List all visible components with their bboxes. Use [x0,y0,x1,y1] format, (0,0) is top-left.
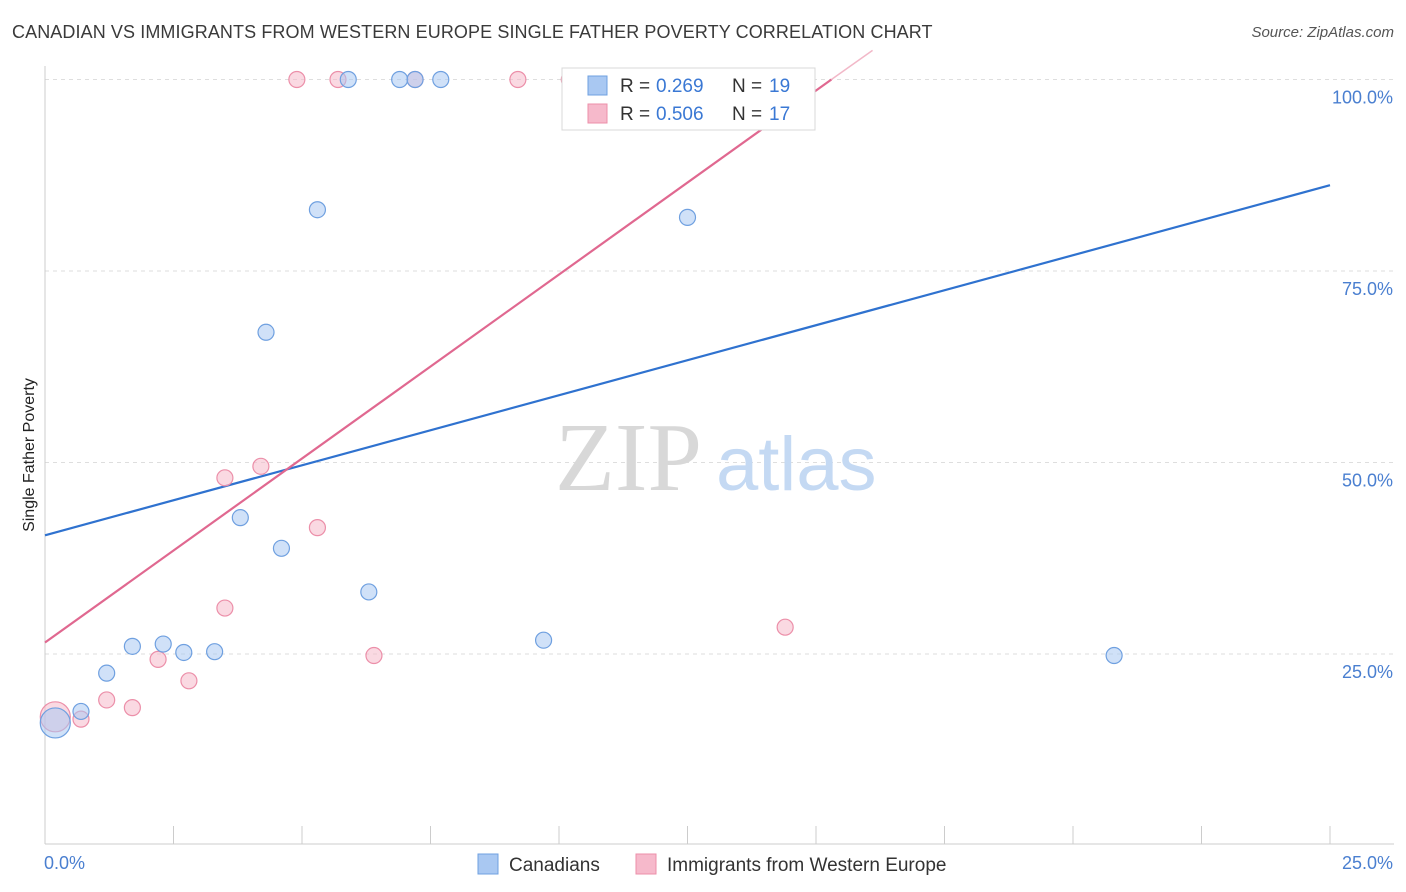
legend-n-value-2: 17 [769,104,790,125]
point-canadians-12 [360,583,378,601]
point-canadians-0 [39,707,71,739]
trend-line-immigrants-extension [830,49,873,81]
y-tick-label-2: 75.0% [1342,279,1393,299]
point-immigrants-5 [180,672,198,690]
bottom-legend-label-canadians: Canadians [509,855,600,876]
point-canadians-6 [206,643,224,661]
x-tick-labels: 0.0% 25.0% [44,853,1393,873]
y-tick-label-3: 100.0% [1332,88,1393,108]
legend-r-value-1: 0.269 [656,76,704,97]
source-label: Source: ZipAtlas.com [1251,24,1394,41]
x-tick-label-1: 25.0% [1342,853,1393,873]
legend-r-label-1: R = [620,76,650,97]
point-canadians-18 [1105,646,1123,665]
point-canadians-16 [534,631,553,649]
legend-r-value-2: 0.506 [656,104,704,125]
point-canadians-15 [432,70,450,89]
bottom-legend-swatch-canadians [477,853,499,875]
legend-n-value-1: 19 [769,76,790,97]
point-immigrants-2 [98,691,116,709]
watermark-zip: ZIP [555,404,702,512]
point-immigrants-9 [288,70,306,89]
legend-r-label-2: R = [620,104,650,125]
point-immigrants-4 [149,650,167,668]
trend-line-immigrants [44,78,833,644]
watermark-atlas: atlas [716,422,877,507]
series-legend: Canadians Immigrants from Western Europe [477,853,946,876]
bottom-legend-label-immigrants: Immigrants from Western Europe [667,855,946,876]
trend-lines [44,49,1331,644]
point-immigrants-8 [252,457,270,475]
point-canadians-3 [123,637,141,655]
point-canadians-14 [406,70,424,89]
correlation-legend: R = 0.269 N = 19 R = 0.506 N = 17 [561,67,816,131]
x-tick-label-0: 0.0% [44,853,85,873]
point-immigrants-10 [308,519,327,537]
point-immigrants-6 [216,599,234,617]
point-canadians-13 [391,70,409,89]
point-canadians-17 [678,208,697,226]
point-canadians-10 [308,201,327,219]
point-canadians-5 [175,643,193,662]
y-tick-label-0: 25.0% [1342,662,1393,682]
y-tick-labels: 25.0% 50.0% 75.0% 100.0% [1332,88,1393,683]
chart-title: CANADIAN VS IMMIGRANTS FROM WESTERN EURO… [12,22,933,42]
y-tick-label-1: 50.0% [1342,471,1393,491]
point-immigrants-3 [123,699,141,717]
legend-n-label-1: N = [732,76,762,97]
point-canadians-9 [272,539,291,557]
point-canadians-8 [257,323,275,341]
legend-swatch-immigrants [587,103,608,124]
trend-line-canadians [44,184,1331,537]
bottom-legend-swatch-immigrants [635,853,657,875]
data-points [39,70,1123,739]
watermark: ZIP atlas [555,404,877,512]
point-canadians-2 [98,664,116,682]
legend-n-label-2: N = [732,104,762,125]
point-immigrants-14 [509,70,527,89]
point-canadians-4 [154,635,172,653]
y-axis-label: Single Father Poverty [21,378,38,532]
point-canadians-1 [72,702,90,721]
point-immigrants-7 [216,469,234,487]
point-canadians-7 [231,509,249,527]
legend-swatch-canadians [587,75,608,96]
point-canadians-11 [339,70,357,89]
point-immigrants-12 [365,646,383,665]
gridlines [45,79,1394,655]
point-immigrants-16 [776,618,794,636]
